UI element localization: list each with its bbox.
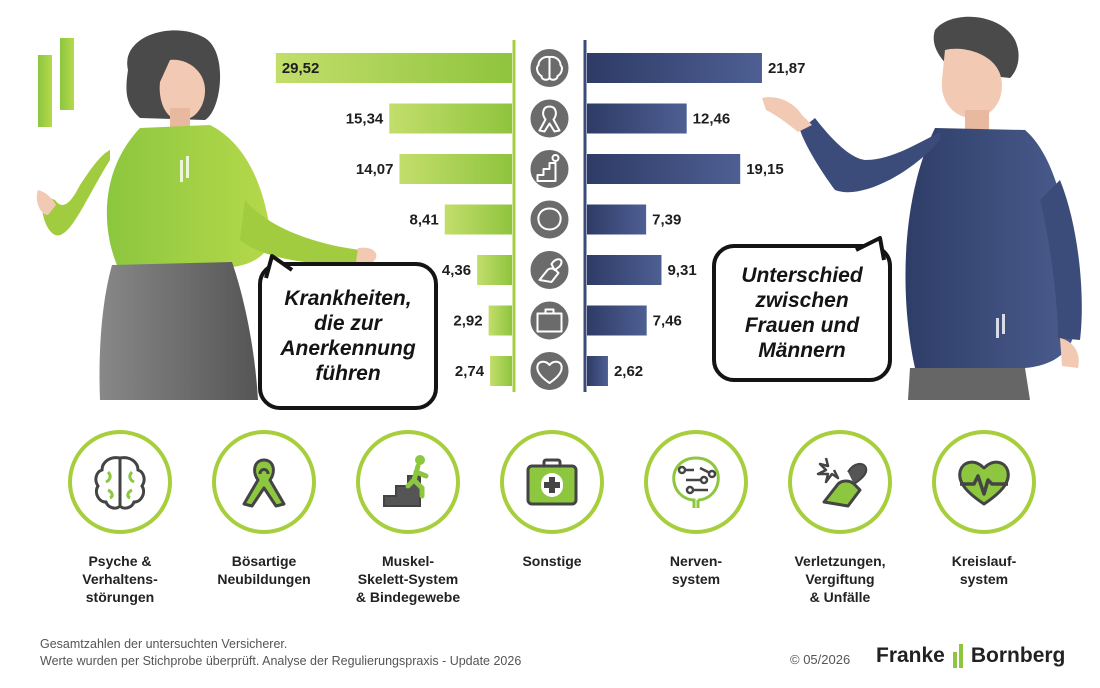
value-label-maenner: 21,87 [768, 60, 806, 77]
value-label-maenner: 9,31 [667, 262, 696, 279]
bubble-left-tail [264, 254, 294, 279]
category-label: Muskel- Skelett-System & Bindegewebe [355, 553, 461, 605]
bar-maenner [587, 53, 762, 83]
category-label: Bösartige Neubildungen [217, 553, 311, 587]
stairs-icon [383, 455, 429, 507]
bar-frauen [444, 204, 512, 235]
bubble-right: Unterschied zwischen Frauen und Männern [712, 244, 892, 382]
bar-maenner [587, 255, 662, 285]
category-sonstige: Sonstige [482, 430, 622, 570]
value-label-frauen: 8,41 [410, 212, 439, 229]
brand-right: Bornberg [970, 644, 1066, 667]
value-label-frauen: 2,74 [455, 363, 485, 380]
bar-maenner [587, 356, 608, 386]
diverging-bar-chart: 29,52 21,87 15,34 12,46 14,07 19,15 8,41 7,39 4,… [275, 40, 806, 392]
man-illustration [762, 16, 1082, 400]
first-aid-icon [528, 299, 571, 342]
brain-icon [94, 456, 146, 510]
value-label-maenner: 19,15 [746, 161, 784, 178]
brand-logo: Franke Bornberg [876, 644, 1065, 668]
value-label-maenner: 2,62 [614, 363, 643, 380]
heart-pulse-icon [958, 460, 1010, 506]
bar-frauen [488, 305, 512, 336]
footer-line-1: Gesamtzahlen der untersuchten Versichere… [40, 637, 288, 651]
category-muskel: Muskel- Skelett-System & Bindegewebe [338, 430, 478, 606]
brand-mark-icon [951, 644, 965, 668]
category-psyche: Psyche & Verhaltens- störungen [50, 430, 190, 606]
bar-maenner [587, 103, 687, 134]
bubble-left: Krankheiten, die zur Anerkennung führen [258, 262, 438, 410]
value-label-maenner: 7,39 [652, 212, 681, 229]
footer-notes: Gesamtzahlen der untersuchten Versichere… [40, 636, 521, 670]
ribbon-icon [242, 458, 286, 508]
category-nervensystem: Nerven- system [626, 430, 766, 588]
deco-bar [60, 38, 74, 110]
category-label: Psyche & Verhaltens- störungen [82, 553, 158, 605]
injury-icon [816, 457, 868, 508]
value-label-frauen: 29,52 [282, 60, 320, 77]
ribbon-icon [528, 97, 571, 140]
bar-maenner [587, 204, 647, 235]
brain-icon [528, 47, 571, 89]
bar-frauen [490, 356, 512, 386]
heart-pulse-icon [528, 350, 571, 392]
bar-frauen [399, 154, 512, 184]
category-verletzungen: Verletzungen, Vergiftung & Unfälle [770, 430, 910, 606]
deco-bar [38, 55, 52, 127]
bar-maenner [587, 154, 741, 184]
first-aid-icon [526, 458, 578, 506]
category-label: Kreislauf- system [951, 553, 1017, 587]
brand-left: Franke [876, 644, 945, 667]
injury-icon [528, 249, 571, 291]
footer-line-2: Werte wurden per Stichprobe überprüft. A… [40, 654, 522, 668]
bar-maenner [587, 305, 647, 336]
value-label-frauen: 15,34 [346, 111, 384, 128]
bar-frauen [389, 103, 512, 134]
category-label: Verletzungen, Vergiftung & Unfälle [794, 553, 886, 605]
bar-frauen [275, 53, 512, 83]
value-label-frauen: 14,07 [356, 161, 394, 178]
category-neubildungen: Bösartige Neubildungen [194, 430, 334, 588]
category-kreislauf: Kreislauf- system [914, 430, 1054, 588]
value-label-frauen: 4,36 [442, 262, 471, 279]
category-label: Nerven- system [669, 553, 723, 587]
bubble-right-tail [855, 236, 886, 261]
bar-frauen [477, 255, 512, 285]
value-label-frauen: 2,92 [453, 313, 482, 330]
nervous-system-icon [528, 198, 571, 241]
category-label: Sonstige [522, 553, 582, 569]
woman-illustration [36, 30, 377, 400]
copyright: © 05/2026 [790, 652, 851, 667]
value-label-maenner: 12,46 [693, 111, 731, 128]
value-label-maenner: 7,46 [653, 313, 682, 330]
stairs-icon [528, 148, 571, 190]
nervous-system-icon [672, 456, 720, 508]
